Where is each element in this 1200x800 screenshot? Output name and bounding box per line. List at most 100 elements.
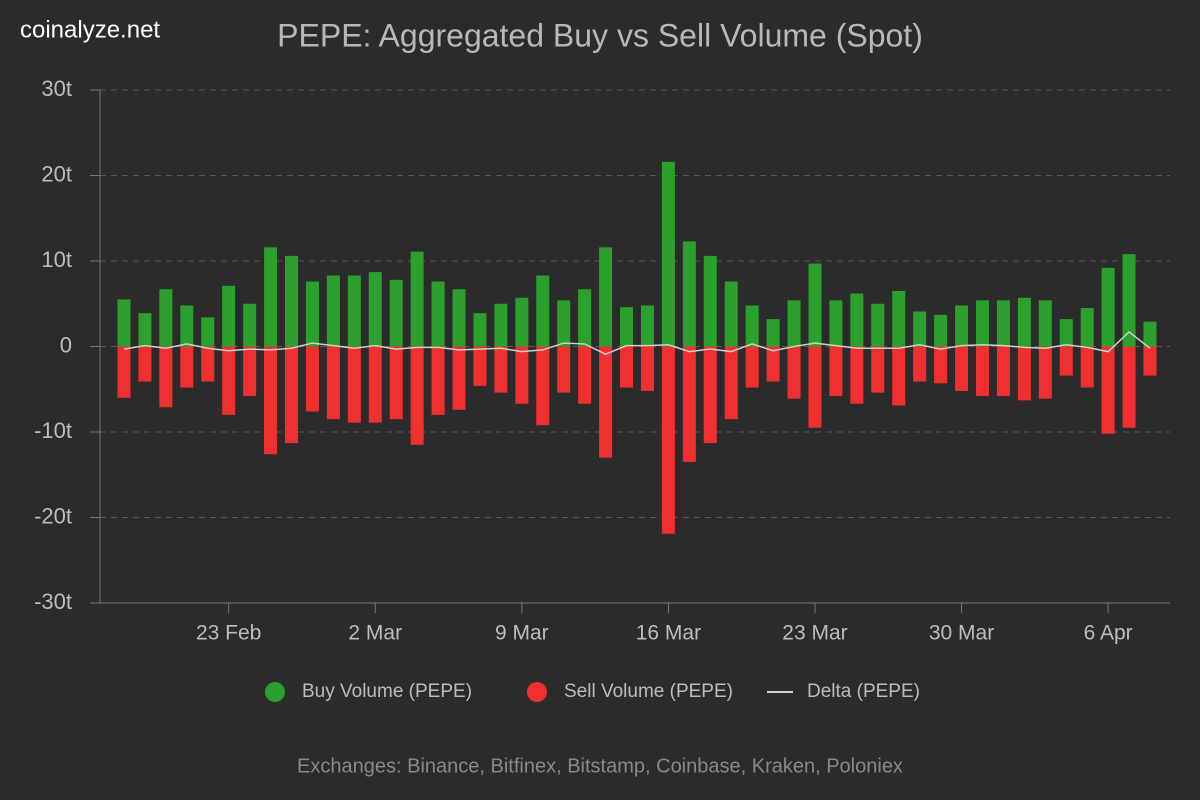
bar: [222, 285, 236, 347]
bar: [431, 281, 445, 347]
bar: [264, 247, 278, 347]
bar: [368, 272, 382, 347]
bar: [1143, 346, 1157, 376]
bar: [138, 313, 152, 347]
x-tick-label: 23 Feb: [196, 622, 261, 645]
bar: [243, 346, 257, 397]
y-tick-label: 20t: [41, 161, 72, 186]
x-tick-label: 30 Mar: [929, 622, 994, 645]
chart-title: PEPE: Aggregated Buy vs Sell Volume (Spo…: [277, 17, 923, 53]
bar: [326, 346, 340, 420]
bar: [1122, 346, 1136, 428]
x-tick-label: 9 Mar: [495, 622, 549, 645]
bar: [829, 346, 843, 397]
bar: [955, 305, 969, 347]
bar: [996, 300, 1010, 347]
bar: [850, 346, 864, 404]
bar: [431, 346, 445, 415]
bar: [955, 346, 969, 391]
bar: [180, 305, 194, 347]
bar: [1038, 300, 1052, 347]
bar: [473, 346, 487, 386]
bar: [871, 346, 885, 393]
bar: [494, 346, 508, 393]
x-tick-label: 2 Mar: [348, 622, 402, 645]
bar: [557, 346, 571, 393]
bar: [682, 346, 696, 462]
y-tick-label: 0: [60, 332, 72, 357]
bar: [578, 289, 592, 347]
x-tick-label: 23 Mar: [782, 622, 847, 645]
bar: [243, 303, 257, 347]
bar: [599, 346, 613, 458]
bar: [620, 346, 634, 388]
y-tick-label: 30t: [41, 76, 72, 101]
bar: [536, 346, 550, 426]
bar: [620, 307, 634, 347]
bar: [515, 297, 529, 347]
bar: [557, 300, 571, 347]
bar: [766, 346, 780, 382]
bar: [305, 346, 319, 412]
bar: [892, 346, 906, 406]
bar: [808, 263, 822, 347]
bar: [724, 281, 738, 347]
bar: [536, 275, 550, 347]
bar: [452, 346, 466, 410]
bar: [1143, 321, 1157, 347]
line: [123, 330, 1151, 356]
bar: [117, 299, 131, 347]
bar: [640, 346, 654, 391]
y-tick-label: -20t: [34, 503, 72, 528]
bar: [222, 346, 236, 415]
x-tick-label: 6 Apr: [1084, 622, 1133, 645]
bar: [159, 289, 173, 347]
bar: [368, 346, 382, 423]
y-tick-label: -10t: [34, 418, 72, 443]
bar: [494, 303, 508, 347]
bar: [452, 289, 466, 347]
bar: [347, 275, 361, 347]
bar: [180, 346, 194, 388]
bar: [410, 346, 424, 445]
legend-label: Buy Volume (PEPE): [302, 681, 472, 702]
bar: [682, 241, 696, 347]
bar: [829, 300, 843, 347]
bar: [745, 305, 759, 347]
bar: [1101, 346, 1115, 434]
bar: [138, 346, 152, 382]
bar: [264, 346, 278, 455]
bar: [934, 346, 948, 384]
bar: [410, 251, 424, 347]
bar: [389, 346, 403, 420]
bar: [892, 290, 906, 347]
bar: [1080, 346, 1094, 388]
legend-marker: [265, 682, 285, 702]
bar: [661, 346, 675, 534]
bar: [326, 275, 340, 347]
y-tick-label: -30t: [34, 589, 72, 614]
bar: [1059, 319, 1073, 347]
bar: [1038, 346, 1052, 399]
bar: [389, 279, 403, 347]
bar: [787, 346, 801, 399]
bar: [787, 300, 801, 347]
bar: [285, 255, 299, 347]
bar: [305, 281, 319, 347]
watermark: coinalyze.net: [20, 16, 160, 43]
bar: [1059, 346, 1073, 376]
bar: [201, 317, 215, 347]
y-tick-label: 10t: [41, 247, 72, 272]
bar: [640, 305, 654, 347]
bar: [850, 293, 864, 347]
legend-label: Delta (PEPE): [807, 681, 920, 702]
bar: [1017, 346, 1031, 401]
bar: [599, 247, 613, 347]
legend-label: Sell Volume (PEPE): [564, 681, 733, 702]
bar: [515, 346, 529, 404]
bar: [473, 313, 487, 347]
footer: Exchanges: Binance, Bitfinex, Bitstamp, …: [297, 755, 903, 777]
bar: [913, 311, 927, 347]
bar: [913, 346, 927, 382]
